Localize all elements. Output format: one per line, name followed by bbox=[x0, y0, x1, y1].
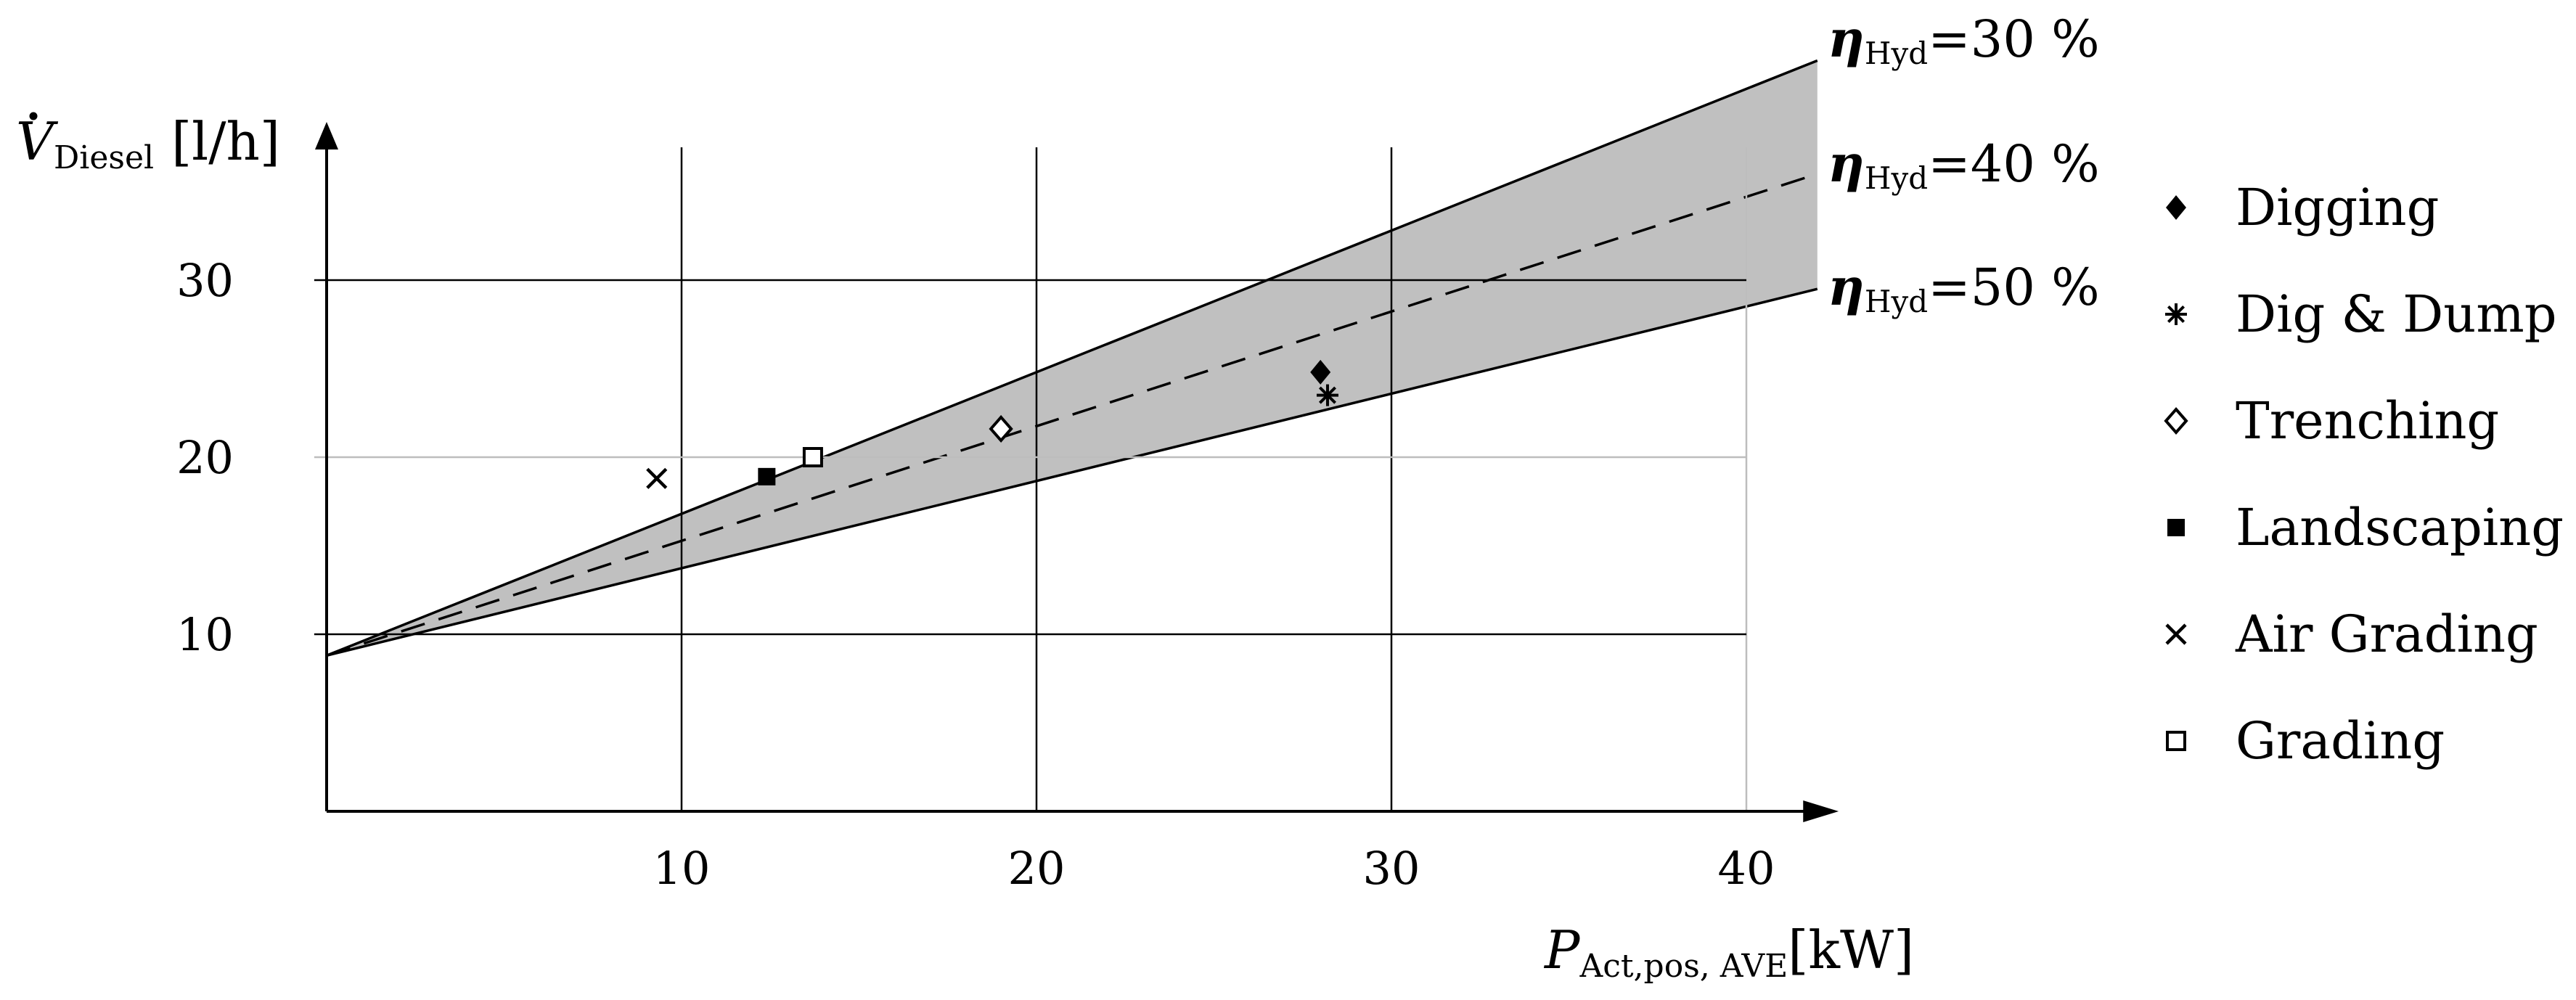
eta-label-0: ηHyd=30 % bbox=[1828, 9, 2100, 71]
legend-marker-stroke-3 bbox=[2167, 305, 2185, 324]
efficiency-line-2 bbox=[326, 287, 1818, 657]
legend-marker bbox=[2167, 519, 2185, 536]
data-point-asterisk-stroke-3 bbox=[1318, 386, 1337, 404]
legend-marker bbox=[2166, 195, 2186, 220]
data-point-asterisk bbox=[1316, 384, 1338, 406]
y-axis-label-dot bbox=[29, 112, 38, 120]
y-tick-label: 30 bbox=[176, 254, 234, 307]
legend-label: Air Grading bbox=[2235, 604, 2538, 664]
grid bbox=[314, 147, 1748, 811]
data-point-diamond-open bbox=[989, 414, 1013, 443]
efficiency-line-0 bbox=[326, 59, 1818, 657]
legend-label: Dig & Dump bbox=[2236, 284, 2557, 344]
legend: Digging Dig & Dump Trenching Landscaping Air… bbox=[2164, 178, 2564, 771]
y-tick-label: 10 bbox=[176, 608, 234, 661]
tick-labels: 10 20 30 40 10 20 30 bbox=[176, 254, 1775, 895]
data-point-square-filled bbox=[758, 467, 776, 485]
y-tick-label: 20 bbox=[176, 431, 234, 484]
y-axis-label: VDiesel [l/h] bbox=[16, 111, 280, 176]
x-tick-label: 20 bbox=[1008, 842, 1066, 895]
legend-marker bbox=[2164, 406, 2188, 435]
y-axis-arrow bbox=[315, 122, 338, 149]
legend-label: Digging bbox=[2236, 178, 2439, 237]
legend-label: Landscaping bbox=[2236, 498, 2564, 557]
x-axis-arrow bbox=[1803, 800, 1839, 822]
x-tick-label: 10 bbox=[653, 842, 711, 895]
legend-marker-stroke-b bbox=[2165, 623, 2187, 645]
axis-labels: VDiesel [l/h] PAct,pos, AVE[kW] bbox=[16, 111, 1914, 985]
legend-marker bbox=[2165, 303, 2187, 325]
legend-marker bbox=[2166, 731, 2186, 751]
legend-label: Trenching bbox=[2236, 391, 2499, 451]
legend-label: Grading bbox=[2236, 711, 2445, 771]
x-tick-label: 40 bbox=[1718, 842, 1775, 895]
legend-marker bbox=[2165, 623, 2187, 645]
data-point-diamond-filled bbox=[1310, 359, 1331, 385]
eta-label-1: ηHyd=40 % bbox=[1828, 134, 2100, 196]
eta-label-2: ηHyd=50 % bbox=[1828, 257, 2100, 319]
efficiency-line-labels: ηHyd=30 % ηHyd=40 % ηHyd=50 % bbox=[1828, 9, 2100, 319]
data-point-cross bbox=[646, 467, 668, 489]
data-points bbox=[646, 359, 1338, 489]
x-axis-label: PAct,pos, AVE[kW] bbox=[1543, 919, 1914, 985]
x-tick-label: 30 bbox=[1363, 842, 1420, 895]
axes bbox=[315, 122, 1839, 822]
data-point-square-open bbox=[802, 447, 823, 467]
efficiency-band bbox=[326, 59, 1818, 657]
data-point-cross-stroke-b bbox=[646, 467, 668, 489]
efficiency-line-1 bbox=[326, 172, 1818, 657]
